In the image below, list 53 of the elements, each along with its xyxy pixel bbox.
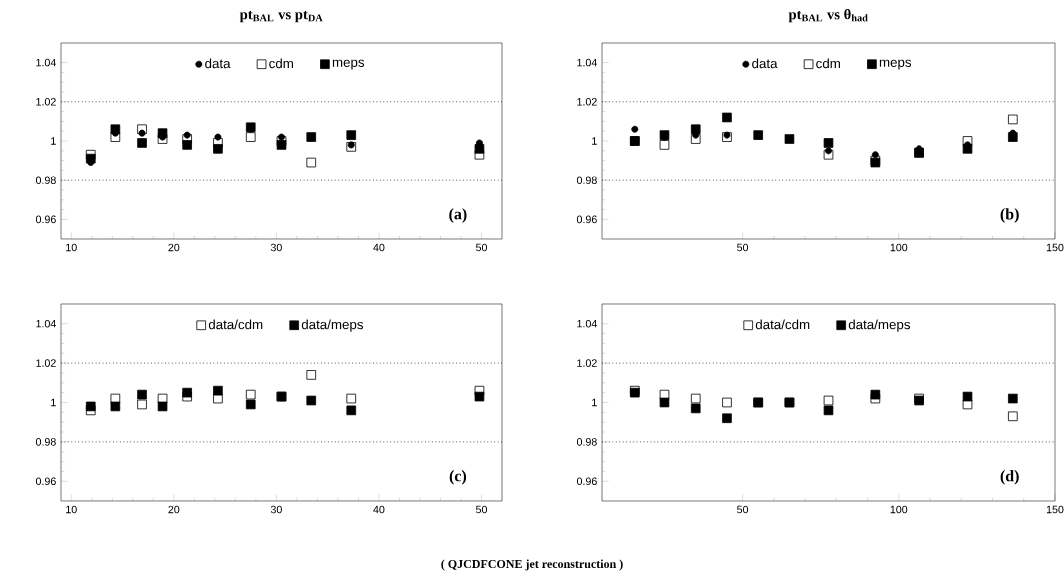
legend-label: cdm	[269, 58, 293, 69]
x-tick-label: 10	[66, 243, 77, 252]
x-tick-label: 50	[475, 243, 488, 252]
y-tick-label: 1	[592, 398, 597, 407]
x-tick-label: 30	[270, 505, 282, 514]
y-tick-label: 1.02	[577, 359, 597, 367]
legend-label: data	[205, 58, 231, 69]
x-tick-label: 100	[890, 505, 908, 514]
y-tick-label: 0.96	[576, 215, 597, 224]
y-tick-label: 1.02	[36, 98, 56, 106]
legend-label: data/meps	[848, 319, 911, 332]
x-tick-label: 50	[737, 243, 749, 252]
y-tick-label: 1.02	[36, 359, 56, 367]
y-tick-label: 0.98	[576, 438, 597, 446]
text: ( QJCDFCONE jet reconstruction )	[441, 559, 623, 571]
legend-label: cdm	[816, 58, 840, 69]
annotation: (d)	[1000, 470, 1019, 485]
legend-label: data/cdm	[208, 319, 263, 330]
y-tick-label: 0.96	[35, 215, 56, 224]
y-tick-label: 1	[51, 398, 56, 407]
legend-label: meps	[332, 59, 365, 70]
legend-label: data/meps	[301, 319, 364, 332]
x-tick-label: 40	[373, 243, 385, 252]
x-tick-label: 100	[890, 243, 908, 252]
x-tick-label: 40	[373, 505, 385, 514]
y-tick-label: 0.98	[35, 176, 56, 184]
annotation: (c)	[449, 470, 467, 485]
annotation: (b)	[1000, 208, 1019, 223]
x-tick-label: 50	[737, 505, 749, 514]
x-tick-label: 10	[66, 505, 77, 514]
legend-label: data/cdm	[755, 319, 810, 330]
y-tick-label: 0.98	[35, 438, 56, 446]
x-tick-label: 50	[475, 505, 488, 514]
x-tick-label: 150	[1046, 505, 1064, 514]
y-tick-label: 1.04	[36, 58, 56, 67]
x-tick-label: 20	[168, 505, 180, 514]
y-tick-label: 1	[592, 137, 597, 145]
y-tick-label: 1.04	[577, 58, 597, 67]
legend-label: meps	[879, 59, 912, 70]
x-tick-label: 30	[270, 243, 282, 252]
x-tick-label: 150	[1046, 243, 1064, 252]
annotation: (a)	[449, 208, 467, 223]
y-tick-label: 0.96	[35, 477, 56, 486]
y-tick-label: 1.02	[577, 98, 597, 106]
chart-title: pt$_{BAL}$ vs θ$_{had}$	[788, 8, 868, 23]
y-tick-label: 1.04	[577, 319, 597, 328]
y-tick-label: 0.96	[576, 477, 597, 486]
y-tick-label: 1	[51, 137, 56, 145]
y-tick-label: 0.98	[576, 176, 597, 184]
chart-title: pt$_{BAL}$ vs pt$_{DA}$	[239, 10, 323, 23]
y-tick-label: 1.04	[36, 319, 56, 328]
x-tick-label: 20	[168, 243, 180, 252]
legend-label: data	[752, 58, 778, 69]
